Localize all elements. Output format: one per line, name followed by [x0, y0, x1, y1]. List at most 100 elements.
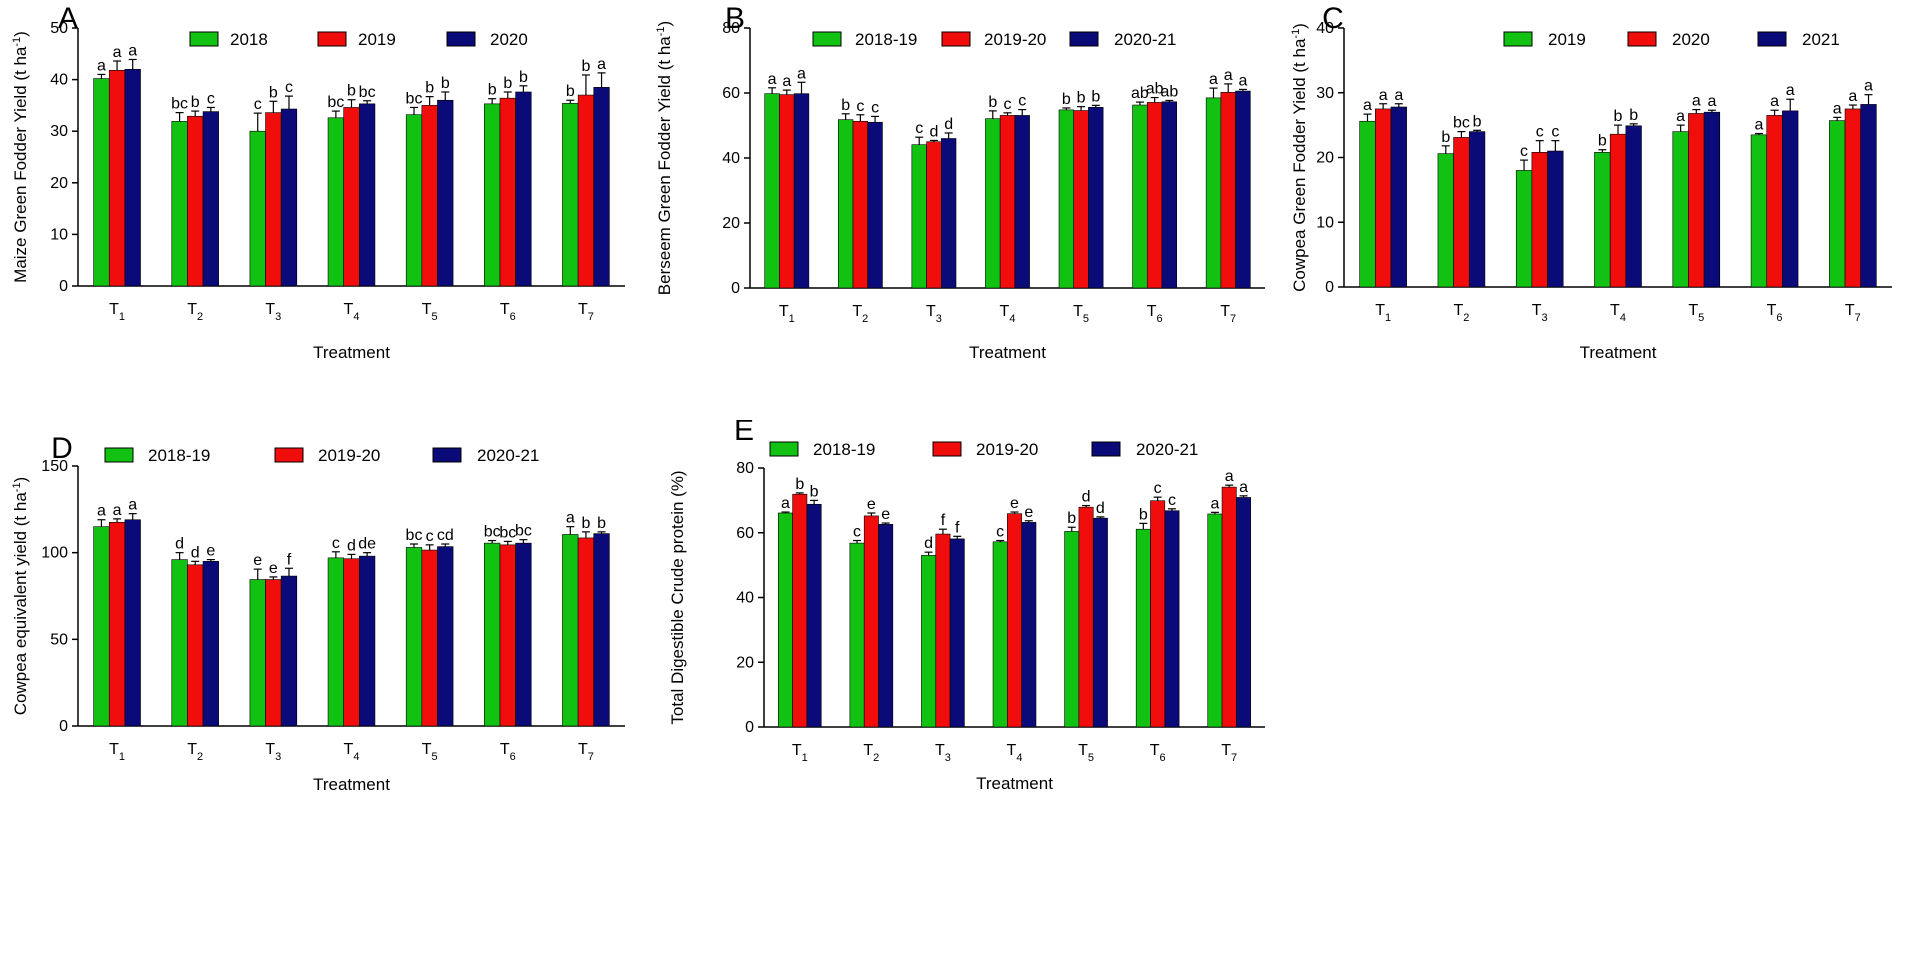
- x-tick-sub: 7: [1231, 752, 1237, 764]
- x-tick-base: T: [1532, 302, 1542, 319]
- x-tick-sub: 5: [1698, 312, 1704, 324]
- y-tick-label: 0: [59, 718, 68, 735]
- bar: [1829, 120, 1846, 288]
- bar: [1092, 517, 1108, 728]
- x-tick-sub: 4: [1016, 752, 1022, 764]
- x-tick-base: T: [792, 742, 802, 759]
- bar: [1150, 500, 1166, 728]
- bar: [515, 91, 532, 287]
- x-tick-sub: 7: [588, 751, 594, 763]
- significance-letter: c: [853, 524, 861, 541]
- bar: [935, 533, 951, 728]
- x-tick-label: T4: [1610, 302, 1626, 324]
- x-tick-sub: 6: [1156, 313, 1162, 325]
- bar: [1073, 110, 1089, 289]
- significance-letter: bc: [484, 524, 501, 541]
- significance-letter: bc: [327, 94, 344, 111]
- x-tick-base: T: [926, 303, 936, 320]
- x-tick-label: T4: [344, 301, 360, 323]
- x-tick-sub: 7: [588, 311, 594, 323]
- significance-letter: d: [924, 535, 933, 552]
- x-tick-sub: 4: [1009, 313, 1015, 325]
- significance-letter: a: [1754, 117, 1763, 134]
- significance-letter: a: [566, 510, 575, 527]
- panel-letter: C: [1322, 2, 1344, 35]
- x-tick-sub: 6: [510, 311, 516, 323]
- significance-letter: a: [1379, 87, 1388, 104]
- x-tick-label: T1: [792, 742, 808, 764]
- y-axis-title-end: ): [655, 21, 674, 27]
- significance-letter: a: [1209, 71, 1218, 88]
- y-axis-title-end: ): [11, 477, 30, 483]
- significance-letter: b: [1062, 91, 1071, 108]
- y-tick-label: 40: [722, 150, 740, 167]
- x-tick-label: T7: [1220, 303, 1236, 325]
- bar: [515, 542, 532, 727]
- x-tick-sub: 3: [275, 311, 281, 323]
- x-axis-title: Treatment: [976, 774, 1053, 793]
- x-tick-sub: 3: [1542, 312, 1548, 324]
- bar: [940, 138, 957, 289]
- bar: [562, 103, 579, 287]
- significance-letter: f: [941, 512, 946, 529]
- x-tick-sub: 3: [936, 313, 942, 325]
- significance-letter: d: [1082, 489, 1091, 506]
- significance-letter: b: [488, 82, 497, 99]
- bar: [187, 564, 204, 727]
- chart-panel-e: E 2018-19 2019-20 2020-21 0 20 40 60 80 Total Dig…: [640, 414, 1280, 964]
- x-tick-sub: 2: [197, 311, 203, 323]
- bar: [1220, 92, 1236, 289]
- legend-swatch: [769, 441, 799, 457]
- legend-swatch: [1069, 31, 1099, 47]
- x-tick-base: T: [852, 303, 862, 320]
- bar: [849, 542, 865, 728]
- x-tick-base: T: [1147, 303, 1157, 320]
- legend-label: 2020-21: [1114, 30, 1176, 49]
- significance-letter: a: [1692, 93, 1701, 110]
- significance-letter: de: [358, 536, 376, 553]
- bar: [1625, 125, 1642, 288]
- bar: [593, 533, 610, 727]
- bar: [806, 503, 822, 728]
- legend-label: 2019: [1548, 30, 1586, 49]
- x-axis-title: Treatment: [313, 775, 390, 794]
- significance-letter: c: [1018, 93, 1026, 110]
- significance-letter: bc: [1453, 115, 1470, 132]
- significance-letter: d: [944, 116, 953, 133]
- significance-letter: b: [269, 84, 278, 101]
- bar: [852, 120, 869, 289]
- significance-letter: b: [1614, 108, 1623, 125]
- x-tick-sub: 5: [431, 311, 437, 323]
- y-tick-label: 0: [59, 278, 68, 295]
- y-tick-label: 50: [50, 20, 68, 37]
- legend-swatch: [446, 31, 476, 47]
- bar: [437, 546, 454, 727]
- bar: [484, 542, 501, 727]
- significance-letter: b: [441, 75, 450, 92]
- x-tick-base: T: [344, 741, 354, 758]
- significance-letter: b: [425, 80, 434, 97]
- y-tick-label: 60: [736, 525, 754, 542]
- significance-letter: a: [1363, 97, 1372, 114]
- x-tick-sub: 1: [119, 751, 125, 763]
- significance-letter: ab: [1160, 83, 1178, 100]
- x-tick-sub: 5: [1088, 752, 1094, 764]
- significance-letter: ab: [1131, 85, 1149, 102]
- bar: [1088, 107, 1104, 289]
- significance-letter: b: [581, 515, 590, 532]
- x-tick-base: T: [1073, 303, 1083, 320]
- significance-letter: b: [1139, 506, 1148, 523]
- legend-swatch: [1503, 31, 1533, 47]
- significance-letter: a: [97, 503, 106, 520]
- significance-letter: c: [1154, 480, 1162, 497]
- y-tick-label: 20: [736, 654, 754, 671]
- legend-swatch: [1627, 31, 1657, 47]
- x-tick-label: T6: [1147, 303, 1163, 325]
- x-tick-base: T: [863, 742, 873, 759]
- legend-swatch: [812, 31, 842, 47]
- significance-letter: a: [768, 71, 777, 88]
- significance-letter: b: [841, 97, 850, 114]
- x-tick-label: T4: [344, 741, 360, 763]
- significance-letter: a: [1707, 93, 1716, 110]
- legend-swatch: [104, 447, 134, 463]
